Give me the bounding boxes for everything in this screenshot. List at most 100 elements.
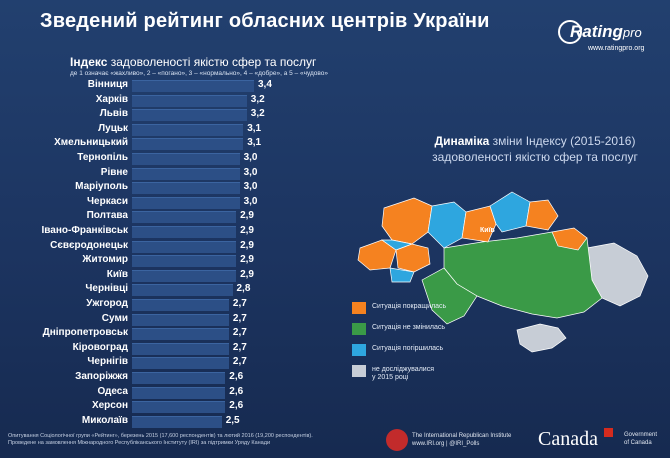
bar — [132, 80, 254, 92]
map-legend: Ситуація покращилась Ситуація не змінила… — [352, 300, 482, 389]
category-label: Житомир — [82, 254, 128, 266]
dynamics-title: Динаміка зміни Індексу (2015-2016) задов… — [432, 134, 638, 164]
value-label: 3,0 — [243, 152, 258, 163]
map-region-blue-chernihiv — [489, 191, 531, 233]
value-label: 3,1 — [247, 137, 262, 149]
category-label: Херсон — [91, 400, 128, 412]
iri-logo-icon — [386, 429, 408, 451]
category-label: Дніпропетровськ — [42, 327, 128, 339]
map-region-crimea — [516, 323, 567, 353]
page-title: Зведений рейтинг обласних центрів Україн… — [40, 10, 490, 32]
bar — [132, 240, 237, 253]
bar — [132, 138, 244, 151]
map-region-orange-kyiv — [461, 205, 497, 243]
category-label: Сєвєродонецьк — [50, 239, 128, 251]
category-label: Харків — [95, 93, 128, 105]
value-label: 2,6 — [229, 371, 244, 382]
value-label: 3,4 — [258, 79, 272, 90]
bar — [132, 313, 229, 326]
value-label: 2,9 — [240, 268, 254, 280]
logo-url: www.ratingpro.org — [588, 45, 645, 52]
bar — [132, 94, 247, 107]
map-region-orange-kharkiv — [551, 227, 588, 251]
bar — [132, 153, 240, 165]
map-region-orange-sumy — [525, 199, 559, 231]
value-label: 2,5 — [225, 414, 240, 426]
bar — [132, 357, 229, 370]
value-label: 2,7 — [232, 341, 247, 353]
legend-item-not-studied: не досліджувалися у 2015 році — [352, 363, 482, 389]
bar — [132, 284, 233, 297]
value-label: 3,1 — [247, 122, 262, 134]
value-label: 2,6 — [229, 385, 244, 397]
category-label: Івано-Франківськ — [41, 225, 128, 236]
map-kyiv-label: Київ — [480, 227, 496, 234]
bar — [132, 255, 237, 268]
map-region-orange-west — [381, 197, 433, 245]
category-label: Луцьк — [98, 122, 128, 134]
value-label: 2,7 — [232, 327, 247, 339]
value-label: 2,8 — [236, 283, 251, 295]
value-label: 2,9 — [240, 225, 254, 236]
ukraine-map: Київ — [357, 191, 649, 353]
ratingpro-mark-icon — [558, 20, 582, 44]
canada-flag-icon — [604, 428, 613, 437]
category-label: Полтава — [86, 210, 128, 222]
category-label: Ужгород — [86, 298, 128, 309]
map-region-blue-ternopil — [380, 239, 414, 251]
map-region-blue-chernivtsi — [389, 267, 415, 283]
category-label: Запоріжжя — [75, 371, 128, 382]
value-label: 3,0 — [243, 166, 258, 178]
category-label: Хмельницький — [54, 137, 128, 149]
category-label: Вінниця — [87, 79, 128, 90]
value-label: 2,7 — [232, 312, 247, 324]
chart-subtitle: де 1 означає «жахливо», 2 – «погано», 3 … — [70, 70, 329, 77]
ratingpro-logo: Ratingpro www.ratingpro.org — [556, 18, 660, 58]
bar — [132, 299, 229, 311]
bar — [132, 211, 237, 224]
value-label: 3,2 — [250, 93, 265, 105]
legend-item-improved: Ситуація покращилась — [352, 300, 482, 321]
category-label: Маріуполь — [75, 181, 128, 193]
map-region-green-southwest — [421, 267, 478, 325]
category-label: Миколаїв — [81, 414, 128, 426]
chart-title: Індекс задоволеності якістю сфер та посл… — [70, 55, 317, 69]
bar — [132, 328, 229, 341]
chart-header: Індекс задоволеності якістю сфер та посл… — [70, 55, 340, 77]
category-label: Чернігів — [87, 356, 128, 368]
canada-wordmark: Canada — [538, 428, 598, 450]
bar — [132, 123, 244, 136]
bar — [132, 415, 222, 428]
legend-swatch — [352, 302, 366, 314]
value-label: 2,9 — [240, 239, 254, 251]
bar — [132, 196, 240, 209]
category-label: Суми — [101, 312, 128, 324]
value-label: 3,0 — [243, 181, 258, 193]
bar — [132, 182, 240, 195]
bar — [132, 401, 226, 414]
legend-item-worsened: Ситуація погіршилась — [352, 342, 482, 363]
iri-credit: The International Republican Institute w… — [412, 433, 512, 447]
logo-text: Ratingpro — [570, 22, 642, 41]
legend-swatch — [352, 365, 366, 377]
government-of-canada: Government of Canada — [624, 432, 658, 446]
value-label: 2,9 — [240, 210, 254, 222]
category-label: Одеса — [97, 385, 128, 397]
value-label: 2,6 — [229, 400, 244, 412]
value-label: 2,7 — [232, 356, 247, 368]
value-label: 2,7 — [232, 298, 247, 309]
legend-swatch — [352, 323, 366, 335]
category-label: Кіровоград — [72, 341, 128, 353]
survey-footnote: Опитування Соціологічної групи «Рейтинг»… — [8, 433, 313, 446]
category-label: Львів — [99, 108, 128, 120]
bar — [132, 167, 240, 180]
value-label: 2,9 — [240, 254, 254, 266]
bar — [132, 109, 247, 122]
value-label: 3,2 — [250, 108, 265, 120]
legend-swatch — [352, 344, 366, 356]
value-label: 3,0 — [243, 195, 258, 207]
category-label: Тернопіль — [77, 152, 128, 163]
bar — [132, 342, 229, 355]
bar — [132, 386, 226, 399]
